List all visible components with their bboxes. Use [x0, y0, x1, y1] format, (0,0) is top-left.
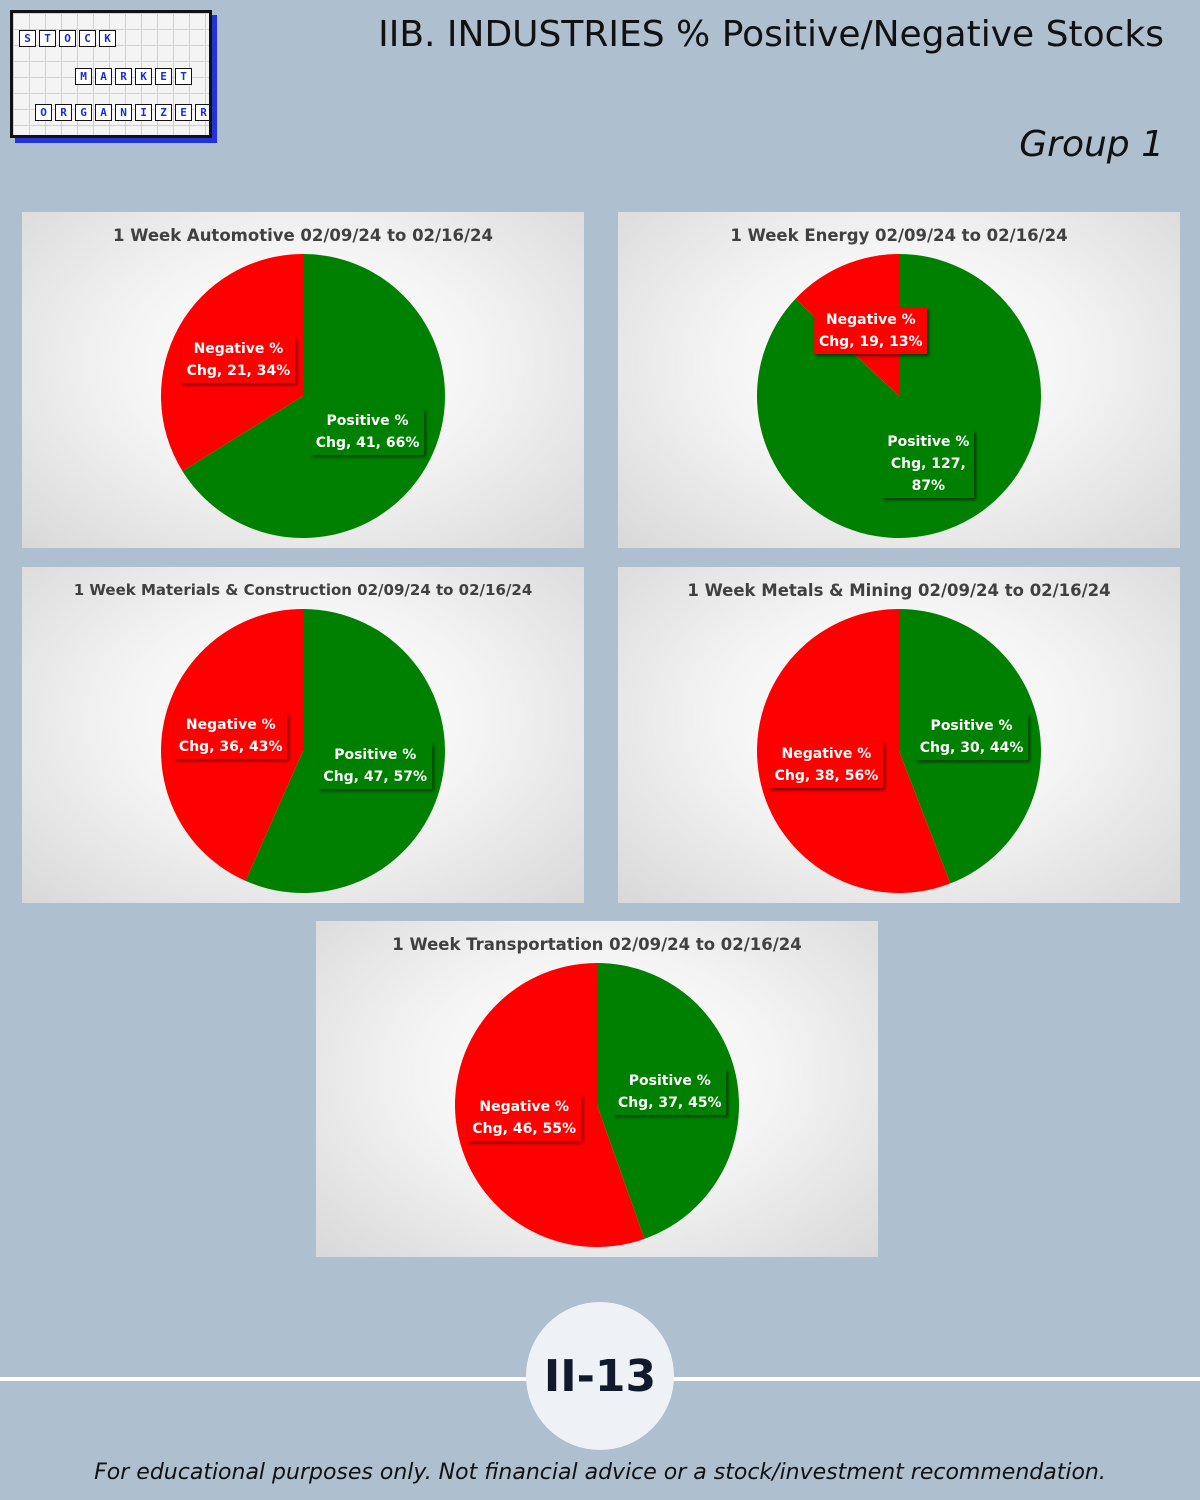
page-number-badge: II-13 [526, 1302, 674, 1450]
logo-letter-tile: T [175, 68, 192, 85]
logo-letter-tile: R [55, 104, 72, 121]
data-label-line: Chg, 30, 44% [919, 740, 1024, 757]
data-label-line: Negative % [781, 745, 872, 762]
data-label-positive: Positive % Chg, 37, 45% [612, 1069, 727, 1116]
pie-slice-positive [182, 254, 446, 538]
data-label-line: Negative % [479, 1098, 570, 1115]
chart-title: 1 Week Metals & Mining 02/09/24 to 02/16… [687, 581, 1111, 600]
disclaimer: For educational purposes only. Not finan… [94, 1460, 1106, 1485]
logo-letter-tile: A [95, 104, 112, 121]
logo-letter-tile: A [95, 68, 112, 85]
chart-title: 1 Week Materials & Construction 02/09/24… [73, 581, 533, 599]
pie-chart [757, 609, 1041, 893]
logo-letter-tile: N [115, 104, 132, 121]
data-label-line: Chg, 46, 55% [472, 1120, 577, 1137]
data-label-positive: Positive % Chg, 47, 57% [318, 743, 433, 790]
logo-letter-tile: E [175, 104, 192, 121]
data-label-line: Negative % [825, 311, 916, 328]
data-label-line: Negative % [193, 341, 284, 358]
chart-panel-materials-construction: 1 Week Materials & Construction 02/09/24… [22, 567, 584, 903]
chart-title: 1 Week Automotive 02/09/24 to 02/16/24 [112, 226, 494, 245]
data-label-line: Positive % [334, 747, 417, 764]
logo-letter-tile: Z [155, 104, 172, 121]
chart-panel-metals-mining: 1 Week Metals & Mining 02/09/24 to 02/16… [618, 567, 1180, 903]
data-label-line: Chg, 36, 43% [178, 738, 283, 755]
data-label-negative: Negative % Chg, 46, 55% [467, 1094, 582, 1141]
data-label-negative: Negative % Chg, 36, 43% [173, 712, 288, 759]
page-subtitle: Group 1 [1019, 124, 1164, 165]
data-label-negative: Negative % Chg, 19, 13% [813, 307, 928, 354]
chart-panel-transportation: 1 Week Transportation 02/09/24 to 02/16/… [316, 921, 878, 1257]
pie-chart [161, 609, 446, 893]
data-label-line: Positive % [628, 1073, 711, 1090]
data-label-line: Negative % [185, 716, 276, 733]
logo-letter-tile: G [75, 104, 92, 121]
data-label-negative: Negative % Chg, 38, 56% [769, 741, 884, 788]
logo-letter-tile: R [195, 104, 209, 121]
pie-chart [161, 254, 446, 538]
chart-title: 1 Week Transportation 02/09/24 to 02/16/… [392, 935, 802, 954]
chart-panel-energy: 1 Week Energy 02/09/24 to 02/16/24 Posit… [618, 212, 1180, 548]
logo-letter-tile: R [115, 68, 132, 85]
data-label-positive: Positive % Chg, 127, 87% [882, 429, 975, 498]
logo-letter-tile: E [155, 68, 172, 85]
logo-letter-tile: K [99, 30, 116, 47]
logo-letter-tile: M [75, 68, 92, 85]
data-label-line: Chg, 47, 57% [323, 769, 428, 786]
logo-letter-tile: O [35, 104, 52, 121]
data-label-line: Chg, 38, 56% [774, 767, 879, 784]
data-label-line: Chg, 127, [890, 455, 966, 472]
logo-letter-tile: O [59, 30, 76, 47]
data-label-line: Chg, 19, 13% [818, 333, 923, 350]
logo-letter-tile: T [39, 30, 56, 47]
data-label-negative: Negative % Chg, 21, 34% [181, 337, 296, 384]
data-label-line: 87% [911, 477, 946, 494]
chart-panel-automotive: 1 Week Automotive 02/09/24 to 02/16/24 P… [22, 212, 584, 548]
logo-letter-tile: K [135, 68, 152, 85]
chart-title: 1 Week Energy 02/09/24 to 02/16/24 [730, 226, 1068, 245]
page-number: II-13 [543, 1350, 657, 1402]
data-label-positive: Positive % Chg, 30, 44% [914, 714, 1029, 761]
pie-chart [454, 963, 739, 1247]
logo-letter-tile: S [19, 30, 36, 47]
data-label-line: Positive % [930, 718, 1013, 735]
data-label-positive: Positive % Chg, 41, 66% [310, 408, 425, 455]
data-label-line: Positive % [326, 412, 409, 429]
page-title: IIB. INDUSTRIES % Positive/Negative Stoc… [378, 14, 1164, 55]
data-label-line: Positive % [887, 433, 970, 450]
data-label-line: Chg, 37, 45% [617, 1095, 722, 1112]
data-label-line: Chg, 41, 66% [315, 434, 420, 451]
logo-letter-tile: C [79, 30, 96, 47]
data-label-line: Chg, 21, 34% [186, 363, 291, 380]
logo-letter-tile: I [135, 104, 152, 121]
